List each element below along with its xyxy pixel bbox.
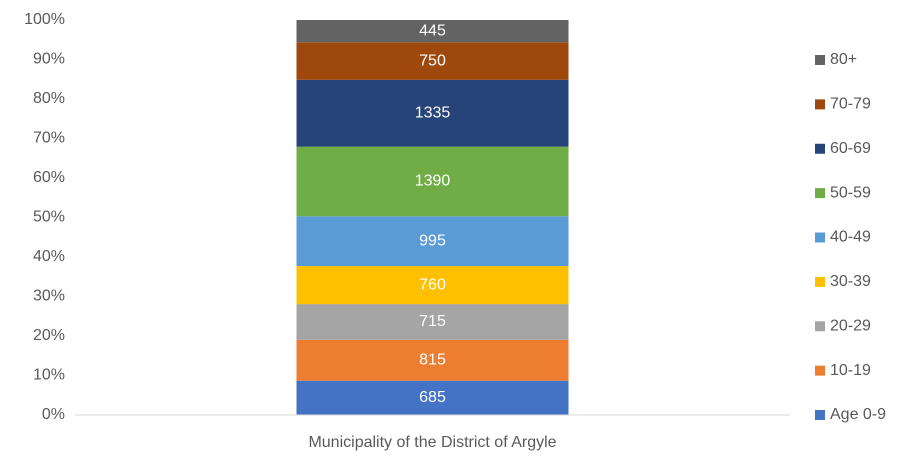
bar-segment — [296, 20, 569, 43]
legend-swatch — [815, 55, 825, 65]
legend-label: 80+ — [830, 51, 857, 68]
y-tick-label: 100% — [24, 11, 65, 28]
y-tick-label: 0% — [42, 406, 65, 423]
bar-segment — [296, 339, 569, 381]
legend-label: Age 0-9 — [830, 406, 886, 423]
legend-swatch — [815, 143, 825, 154]
y-tick-label: 10% — [33, 367, 65, 384]
legend-label: 30-39 — [830, 273, 871, 290]
x-tick-label: Municipality of the District of Argyle — [308, 434, 556, 451]
bar-segment — [296, 146, 569, 217]
bar-segment — [296, 79, 569, 147]
legend-swatch — [815, 188, 825, 199]
legend-label: 20-29 — [830, 317, 871, 334]
legend-swatch — [815, 365, 825, 376]
y-tick-label: 20% — [33, 327, 65, 344]
data-label: 685 — [419, 389, 446, 406]
bar-segment — [296, 42, 569, 80]
legend-label: 40-49 — [830, 229, 871, 246]
data-label: 760 — [419, 276, 446, 293]
y-tick-label: 50% — [33, 209, 65, 226]
data-label: 815 — [419, 352, 446, 369]
legend-swatch — [815, 321, 825, 332]
bar-segment — [296, 216, 569, 267]
legend-label: 70-79 — [830, 96, 871, 113]
legend-label: 60-69 — [830, 140, 871, 157]
data-label: 995 — [419, 232, 446, 249]
y-tick-label: 40% — [33, 248, 65, 265]
legend-swatch — [815, 99, 825, 110]
y-tick-label: 30% — [33, 288, 65, 305]
data-label: 715 — [419, 313, 446, 330]
data-label: 1335 — [415, 104, 451, 121]
y-tick-label: 70% — [33, 130, 65, 147]
legend-label: 10-19 — [830, 362, 871, 379]
legend-label: 50-59 — [830, 184, 871, 201]
bar-segment — [296, 304, 569, 340]
legend-swatch — [815, 410, 825, 420]
bar-segment — [296, 266, 569, 305]
legend-swatch — [815, 232, 825, 243]
data-label: 750 — [419, 52, 446, 69]
data-label: 445 — [419, 22, 446, 39]
y-tick-label: 80% — [33, 90, 65, 107]
bar-segment — [296, 380, 569, 415]
y-tick-label: 60% — [33, 169, 65, 186]
legend-swatch — [815, 276, 825, 287]
y-tick-label: 90% — [33, 51, 65, 68]
data-label: 1390 — [415, 173, 451, 190]
